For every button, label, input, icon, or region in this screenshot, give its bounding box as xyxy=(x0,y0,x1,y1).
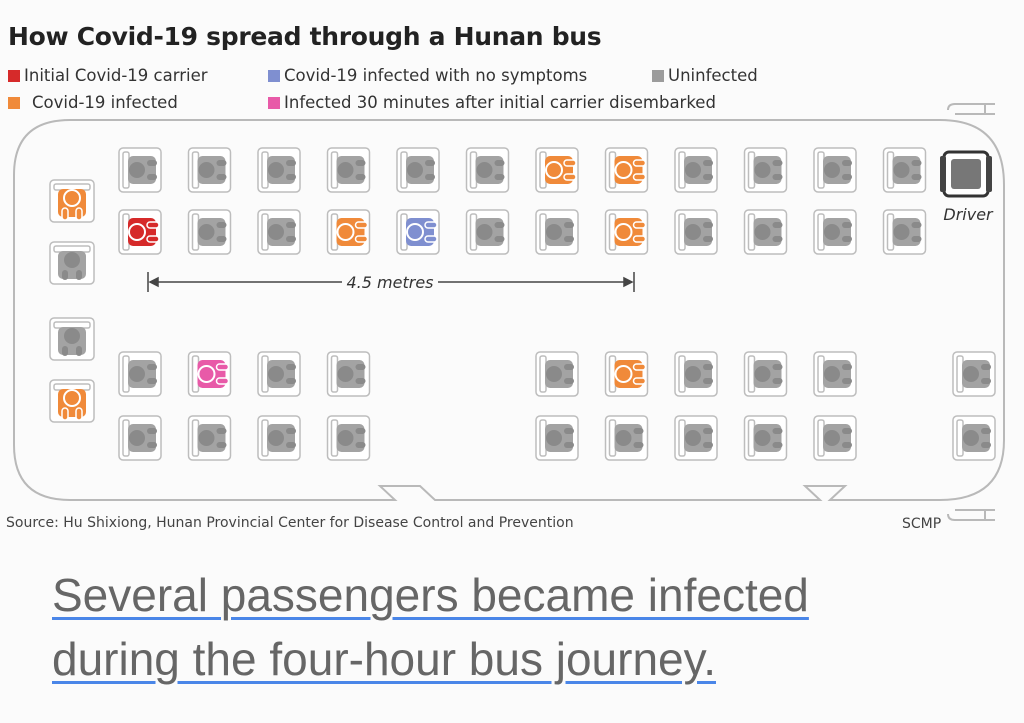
seat-infected xyxy=(604,351,649,397)
seat-uninfected xyxy=(326,147,371,193)
seat-uninfected xyxy=(257,147,301,193)
legend-no-symptoms: Covid-19 infected with no symptoms xyxy=(268,66,587,85)
seat-uninfected xyxy=(674,351,718,397)
seat-uninfected xyxy=(396,147,440,193)
driver-seat xyxy=(940,150,992,198)
legend-uninfected: Uninfected xyxy=(652,66,758,85)
legend-label: Covid-19 infected with no symptoms xyxy=(284,66,588,85)
seat-uninfected xyxy=(743,147,788,193)
seat-uninfected xyxy=(743,209,788,255)
seat-uninfected xyxy=(882,147,927,193)
seat-uninfected xyxy=(813,147,857,193)
source-note: Source: Hu Shixiong, Hunan Provincial Ce… xyxy=(6,515,574,531)
seat-uninfected xyxy=(952,351,996,397)
seat-uninfected xyxy=(882,209,927,255)
seat-uninfected xyxy=(326,415,371,461)
legend-swatch-blue xyxy=(268,69,280,82)
legend-infected-after: Infected 30 minutes after initial carrie… xyxy=(268,93,716,112)
legend-swatch-red xyxy=(8,69,20,82)
bus-outline xyxy=(13,103,1005,521)
credit: SCMP xyxy=(902,516,942,532)
caption-line-1[interactable]: Several passengers became infected xyxy=(52,569,809,621)
seat-uninfected xyxy=(187,147,232,193)
seat-asymptomatic xyxy=(396,209,440,255)
seat-infected xyxy=(604,209,649,255)
seat-uninfected xyxy=(535,351,579,397)
legend-initial-carrier: Initial Covid-19 carrier xyxy=(8,66,208,85)
seat-uninfected xyxy=(674,415,718,461)
seat-uninfected xyxy=(535,209,579,255)
seat-uninfected xyxy=(118,351,162,397)
seat-infected xyxy=(49,179,95,223)
distance-label: 4.5 metres xyxy=(347,273,434,292)
seat-uninfected xyxy=(743,415,788,461)
legend-label: Uninfected xyxy=(668,66,758,85)
seat-uninfected xyxy=(49,317,95,361)
seat-uninfected xyxy=(118,147,162,193)
seat-uninfected xyxy=(813,351,857,397)
driver-label: Driver xyxy=(943,205,994,224)
seat-uninfected xyxy=(604,415,649,461)
seat-uninfected xyxy=(952,415,996,461)
seat-infected xyxy=(326,209,371,255)
seat-uninfected xyxy=(118,415,162,461)
seat-uninfected xyxy=(465,209,510,255)
seat-uninfected xyxy=(535,415,579,461)
seat-uninfected xyxy=(743,351,788,397)
seat-uninfected xyxy=(257,351,301,397)
seat-uninfected xyxy=(187,209,232,255)
seat-uninfected xyxy=(257,209,301,255)
chart-title: How Covid-19 spread through a Hunan bus xyxy=(8,22,602,51)
seat-uninfected xyxy=(674,147,718,193)
legend-label: Initial Covid-19 carrier xyxy=(24,66,208,85)
seat-infected xyxy=(49,379,95,423)
legend-label: Covid-19 infected xyxy=(32,93,178,112)
seat-initial-carrier xyxy=(118,209,162,255)
seat-uninfected xyxy=(813,415,857,461)
seat-infected xyxy=(604,147,649,193)
seat-uninfected xyxy=(49,241,95,285)
seat-infected-after xyxy=(187,351,232,397)
seat-uninfected xyxy=(187,415,232,461)
legend-infected: Covid-19 infected xyxy=(8,93,178,112)
seat-uninfected xyxy=(326,351,371,397)
legend-swatch-pink xyxy=(268,96,280,109)
seat-uninfected xyxy=(257,415,301,461)
legend-label: Infected 30 minutes after initial carrie… xyxy=(284,93,716,112)
seat-uninfected xyxy=(465,147,510,193)
legend-swatch-grey xyxy=(652,69,664,82)
bus-seating-diagram: 4.5 metres Driver xyxy=(13,103,1005,521)
seat-uninfected xyxy=(674,209,718,255)
caption-line-2[interactable]: during the four-hour bus journey. xyxy=(52,633,716,685)
seat-uninfected xyxy=(813,209,857,255)
distance-marker xyxy=(147,272,635,292)
legend-swatch-orange xyxy=(8,96,20,109)
seat-infected xyxy=(535,147,579,193)
seats-layer xyxy=(49,147,996,461)
